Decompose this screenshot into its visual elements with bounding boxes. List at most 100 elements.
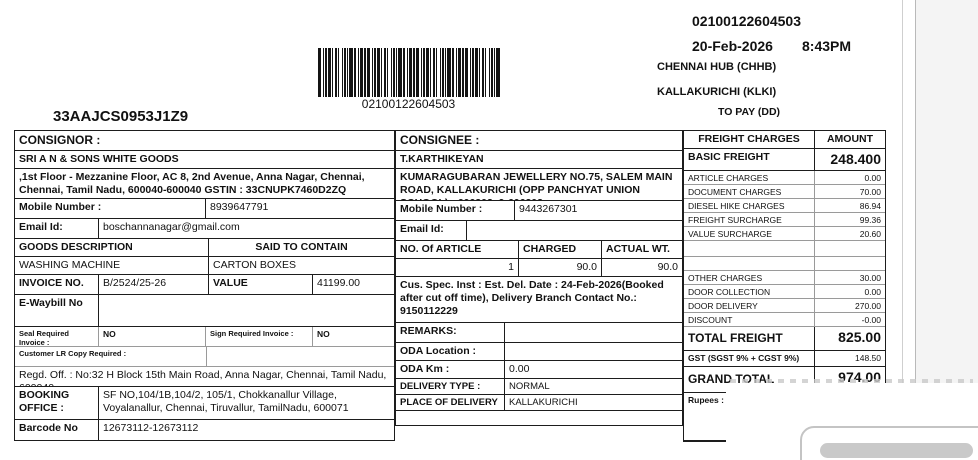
basic-freight-label: BASIC FREIGHT [688,151,770,163]
rupees-in-words: Rupees : Ni [688,395,735,405]
actual-wt-label: ACTUAL WT. [601,241,682,258]
delivery-type-row: DELIVERY TYPE : NORMAL [396,379,682,395]
consignee-address-row: KUMARAGUBARAN JEWELLERY NO.75, SALEM MAI… [396,169,682,201]
remarks-row: REMARKS: [396,323,682,343]
remarks-value [504,323,682,342]
charge-label: DOOR DELIVERY [688,301,758,311]
charge-label: DISCOUNT [688,315,733,325]
consignee-email-value [466,221,682,240]
empty-row [396,411,682,425]
consignee-mobile-value: 9443267301 [514,201,682,220]
cus-spec-inst-row: Cus. Spec. Inst : Est. Del. Date : 24-Fe… [396,277,682,323]
charge-row: VALUE SURCHARGE 20.60 [684,227,885,241]
charge-row: DOCUMENT CHARGES 70.00 [684,185,885,199]
ewaybill-label: E-Waybill No [19,297,83,309]
oda-km-row: ODA Km : 0.00 [396,361,682,379]
barcode-no-label: Barcode No [19,422,78,434]
consignor-name: SRI A N & SONS WHITE GOODS [19,153,179,165]
consignee-email-row: Email Id: [396,221,682,241]
basic-freight-value: 248.400 [814,149,885,170]
freight-charges-label: FREIGHT CHARGES [698,133,800,145]
barcode-no-value: 12673112-12673112 [98,420,394,440]
covered-text-remnant [730,379,973,383]
no-of-article-label: NO. Of ARTICLE [400,243,482,255]
charge-row: DOOR DELIVERY 270.00 [684,299,885,313]
regd-office-text: Regd. Off. : No:32 H Block 15th Main Roa… [19,369,387,386]
amount-label: AMOUNT [814,131,885,148]
consignor-goods-table: CONSIGNOR : SRI A N & SONS WHITE GOODS ,… [14,130,395,441]
consignor-mobile-value: 8939647791 [205,199,394,218]
empty-charge-row [684,241,885,257]
consignor-address: ,1st Floor - Mezzanine Floor, AC 8, 2nd … [19,171,365,197]
gst-value: 148.50 [814,351,885,366]
place-of-delivery-value: KALLAKURICHI [504,395,682,410]
gst-label: GST (SGST 9% + CGST 9%) [688,353,800,363]
booking-office-address: SF NO,104/1B,104/2, 105/1, Chokkanallur … [98,387,394,419]
place-of-delivery-row: PLACE OF DELIVERY : KALLAKURICHI [396,395,682,411]
seal-required-value: NO [98,327,205,346]
seal-required-label: Seal Required Invoice : [19,329,70,346]
oda-km-label: ODA Km : [400,363,450,375]
consignor-email-row: Email Id: boschannanagar@gmail.com [15,219,394,239]
delivery-type-label: DELIVERY TYPE : [400,381,481,392]
goods-value-row: WASHING MACHINE CARTON BOXES [15,257,394,275]
invoice-value: 41199.00 [312,275,394,294]
sign-required-label: Sign Required Invoice : [205,327,312,346]
consignor-mobile-row: Mobile Number : 8939647791 [15,199,394,219]
ewaybill-row: E-Waybill No [15,295,394,327]
said-to-contain-value: CARTON BOXES [208,257,394,274]
said-to-contain-label: SAID TO CONTAIN [208,239,394,256]
charge-value: 0.00 [814,285,885,298]
charge-value: 0.00 [814,171,885,184]
empty-charge-row [684,257,885,271]
overlapping-panel [726,383,978,460]
ewaybill-value [98,295,394,326]
charge-value: 99.36 [814,213,885,226]
gstin-number: 33AAJCS0953J1Z9 [53,108,189,125]
oda-km-value: 0.00 [504,361,682,378]
consignee-mobile-row: Mobile Number : 9443267301 [396,201,682,221]
cus-spec-inst-text: Cus. Spec. Inst : Est. Del. Date : 24-Fe… [400,279,664,318]
charge-row: DIESEL HIKE CHARGES 86.94 [684,199,885,213]
lr-copy-row: Customer LR Copy Required : [15,347,394,367]
article-header-row: NO. Of ARTICLE CHARGED WT. ACTUAL WT. [396,241,682,259]
invoice-row: INVOICE NO. B/2524/25-26 VALUE 41199.00 [15,275,394,295]
invoice-number: B/2524/25-26 [98,275,208,294]
consignor-header-row: CONSIGNOR : [15,131,394,151]
charge-label: VALUE SURCHARGE [688,229,772,239]
charge-label: DOOR COLLECTION [688,287,771,297]
remarks-label: REMARKS: [400,325,457,337]
charge-label: OTHER CHARGES [688,273,763,283]
charge-row: OTHER CHARGES 30.00 [684,271,885,285]
no-of-article-value: 1 [508,261,514,273]
place-of-delivery-label: PLACE OF DELIVERY : [400,397,498,410]
consignee-address: KUMARAGUBARAN JEWELLERY NO.75, SALEM MAI… [400,171,673,200]
destination-hub: KALLAKURICHI (KLKI) [657,86,777,98]
charge-value: 86.94 [814,199,885,212]
consignee-shipment-table: CONSIGNEE : T.KARTHIKEYAN KUMARAGUBARAN … [395,130,683,426]
consignee-mobile-label: Mobile Number : [400,203,483,215]
sign-required-value: NO [312,327,394,346]
freight-charges-table: FREIGHT CHARGES AMOUNT BASIC FREIGHT 248… [683,130,886,442]
page-edge-line [902,0,903,386]
seal-sign-row: Seal Required Invoice : NO Sign Required… [15,327,394,347]
total-freight-row: TOTAL FREIGHT 825.00 [684,327,885,351]
regd-office-row: Regd. Off. : No:32 H Block 15th Main Roa… [15,367,394,387]
mini-window-bar [820,443,973,458]
charge-label: DOCUMENT CHARGES [688,187,782,197]
oda-location-row: ODA Location : [396,343,682,361]
charge-row: DISCOUNT -0.00 [684,313,885,327]
document-number: 02100122604503 [692,13,802,29]
consignee-name: T.KARTHIKEYAN [400,153,484,165]
basic-freight-row: BASIC FREIGHT 248.400 [684,149,885,171]
origin-hub: CHENNAI HUB (CHHB) [657,61,777,73]
freight-header-row: FREIGHT CHARGES AMOUNT [684,131,885,149]
booking-date: 20-Feb-2026 [692,38,773,54]
consignor-name-row: SRI A N & SONS WHITE GOODS [15,151,394,169]
invoice-label: INVOICE NO. [19,277,84,289]
charged-wt-value: 90.0 [518,259,601,276]
barcode [318,48,500,97]
total-freight-label: TOTAL FREIGHT [688,331,783,345]
goods-header-row: GOODS DESCRIPTION SAID TO CONTAIN [15,239,394,257]
